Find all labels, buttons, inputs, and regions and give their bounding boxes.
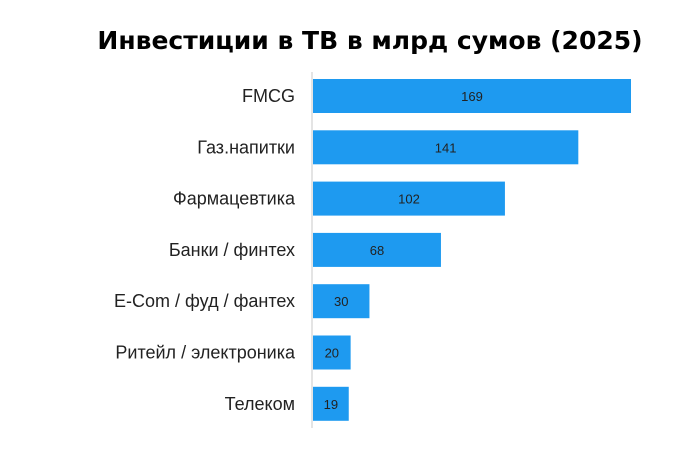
bar-0 [313, 79, 631, 113]
value-label-5: 20 [325, 346, 339, 361]
value-label-4: 30 [334, 294, 348, 309]
value-label-6: 19 [324, 397, 338, 412]
bars-group: 169 FMCG 141 Газ.напитки 102 Фармацевтика 68 Ба… [114, 79, 631, 421]
value-label-0: 169 [461, 89, 483, 104]
value-label-3: 68 [370, 243, 384, 258]
bar-4 [313, 284, 370, 319]
category-label-5: Ритейл / электроника [115, 343, 296, 363]
bar-5 [313, 335, 351, 370]
bar-6 [313, 386, 349, 421]
category-label-1: Газ.напитки [197, 137, 295, 157]
category-label-2: Фармацевтика [173, 189, 296, 209]
bar-3 [313, 232, 441, 267]
category-label-0: FMCG [242, 86, 295, 106]
bar-2 [313, 181, 505, 216]
value-label-1: 141 [435, 140, 457, 155]
category-label-4: E-Com / фуд / фантех [114, 291, 295, 311]
value-label-2: 102 [398, 192, 420, 207]
category-label-3: Банки / финтех [169, 240, 295, 260]
bar-1 [313, 130, 579, 165]
chart-title: Инвестиции в ТВ в млрд сумов (2025) [97, 26, 643, 55]
category-label-6: Телеком [225, 394, 295, 414]
